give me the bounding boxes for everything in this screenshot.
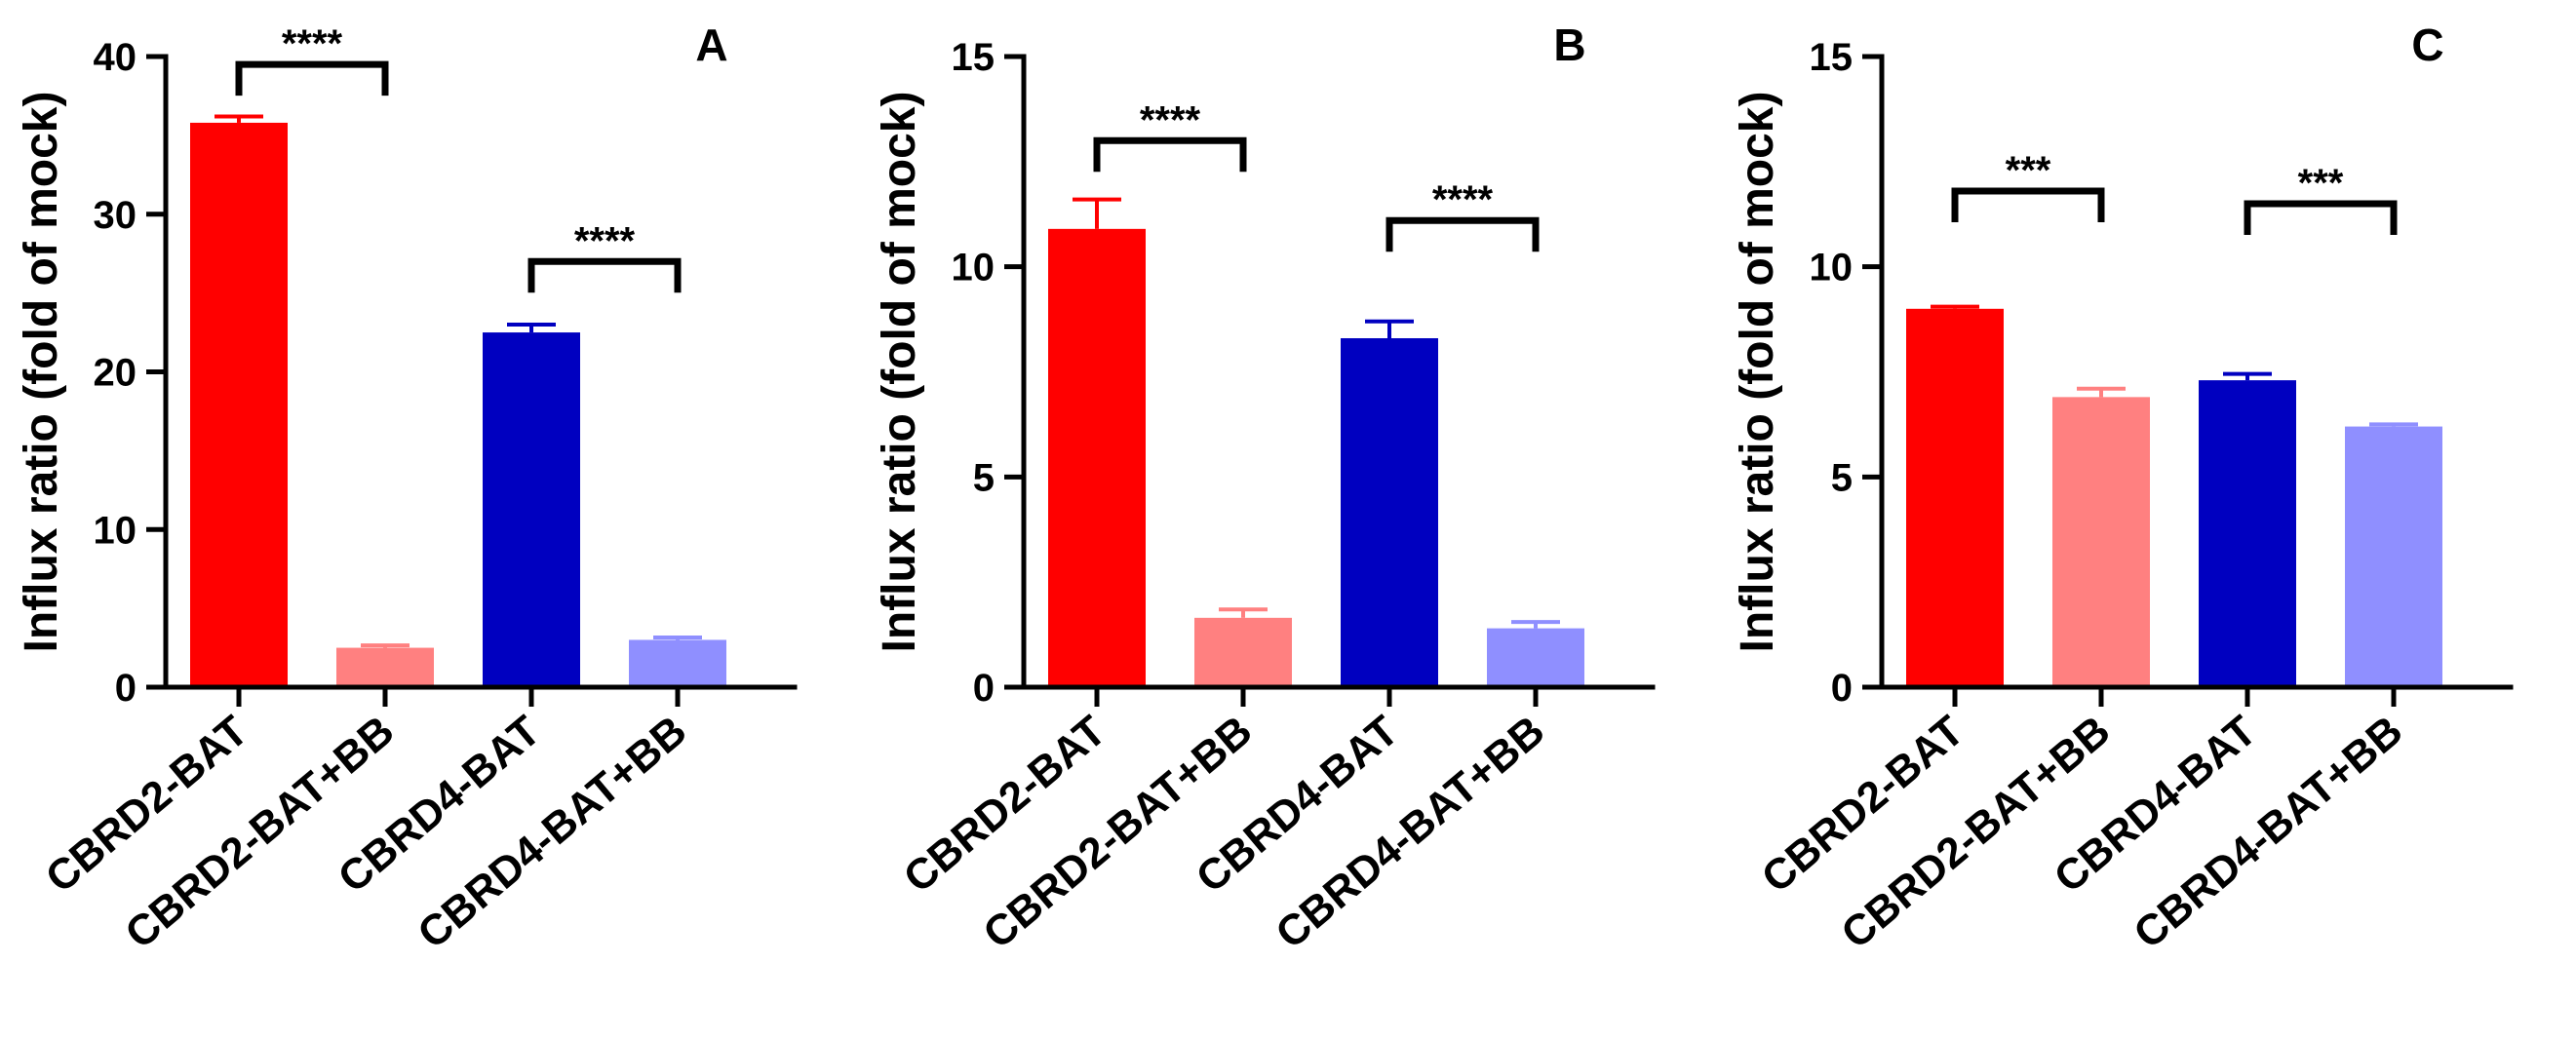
bar-cbrd4-bat-bb	[1487, 628, 1584, 687]
x-tick-label: CBRD4-BAT+BB	[409, 707, 695, 958]
y-tick-label: 10	[1810, 247, 1854, 289]
y-tick-label: 15	[1810, 36, 1854, 79]
chart-panel-b: Influx ratio (fold of mock) B 0 5 10 15 CBRD2-…	[874, 19, 1656, 958]
significance-label: ***	[2298, 162, 2344, 205]
y-tick-label: 40	[94, 36, 137, 79]
panel-letter: B	[1553, 19, 1585, 70]
y-axis-title: Influx ratio (fold of mock)	[874, 92, 925, 653]
significance-bracket	[1386, 216, 1540, 252]
y-tick-label: 0	[115, 667, 137, 710]
bar-cbrd4-bat	[483, 332, 580, 687]
panel-letter: C	[2411, 19, 2443, 70]
significance-label: ****	[1140, 98, 1201, 141]
bar-cbrd2-bat	[190, 122, 288, 687]
y-tick-label: 15	[952, 36, 995, 79]
significance-bracket	[1093, 136, 1247, 173]
bar-cbrd4-bat-bb	[629, 639, 726, 687]
x-tick-label: CBRD2-BAT+BB	[116, 707, 403, 958]
y-tick-label: 10	[952, 247, 995, 289]
y-tick-label: 20	[94, 352, 137, 395]
bar-cbrd2-bat-bb	[336, 647, 434, 687]
x-tick-label: CBRD4-BAT+BB	[2125, 707, 2411, 958]
significance-bracket	[2244, 200, 2398, 235]
significance-bracket	[527, 257, 682, 293]
y-axis-title: Influx ratio (fold of mock)	[1732, 92, 1783, 653]
bar-cbrd4-bat	[2199, 380, 2296, 687]
significance-label: ****	[574, 219, 636, 262]
y-tick-label: 0	[973, 667, 995, 710]
y-tick-label: 10	[94, 509, 137, 552]
x-tick-label: CBRD2-BAT+BB	[974, 707, 1261, 958]
significance-bracket	[1951, 187, 2105, 223]
y-tick-label: 5	[1831, 456, 1853, 499]
significance-label: ***	[2006, 149, 2051, 192]
chart-panel-a: Influx ratio (fold of mock) A 0 10 20 30 40 CBR…	[16, 19, 798, 958]
x-tick-label: CBRD4-BAT+BB	[1267, 707, 1553, 958]
significance-label: ****	[1432, 178, 1494, 221]
y-tick-label: 30	[94, 194, 137, 237]
bar-cbrd4-bat	[1341, 337, 1438, 687]
bar-cbrd4-bat-bb	[2345, 426, 2442, 687]
significance-bracket	[235, 60, 389, 96]
panel-letter: A	[695, 19, 727, 70]
bar-cbrd2-bat	[1048, 228, 1146, 687]
bar-cbrd2-bat	[1906, 308, 2004, 687]
bar-cbrd2-bat-bb	[2052, 397, 2150, 687]
y-tick-label: 0	[1831, 667, 1853, 710]
bar-cbrd2-bat-bb	[1194, 617, 1292, 687]
y-tick-label: 5	[973, 456, 995, 499]
significance-label: ****	[282, 22, 343, 65]
y-axis-title: Influx ratio (fold of mock)	[16, 92, 67, 653]
x-tick-label: CBRD2-BAT+BB	[1832, 707, 2119, 958]
chart-panel-c: Influx ratio (fold of mock) C 0 5 10 15 CBRD2-…	[1732, 19, 2514, 958]
